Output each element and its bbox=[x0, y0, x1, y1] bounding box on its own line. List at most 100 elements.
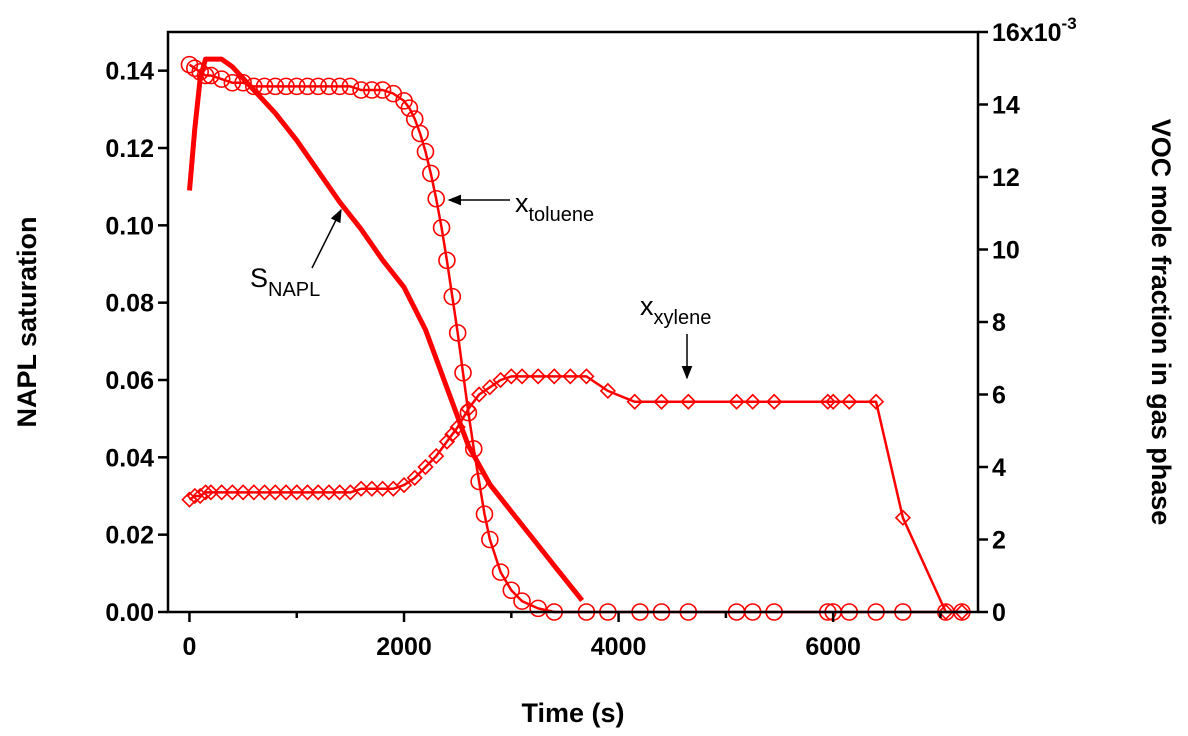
diamond-marker bbox=[444, 426, 461, 443]
circle-marker bbox=[481, 530, 499, 549]
series-line bbox=[188, 375, 962, 614]
diamond-marker bbox=[438, 433, 456, 450]
y-tick-label: 0.08 bbox=[105, 290, 154, 318]
series-label: SNAPL bbox=[250, 263, 320, 301]
circle-marker bbox=[196, 66, 215, 85]
circle-marker bbox=[363, 81, 381, 99]
diamond-marker bbox=[953, 603, 971, 621]
circle-marker bbox=[298, 77, 317, 96]
y2-tick-label: 14 bbox=[992, 92, 1020, 120]
circle-marker bbox=[309, 77, 327, 96]
x-tick-label: 0 bbox=[183, 633, 197, 661]
y2-tick-label: 4 bbox=[992, 454, 1006, 482]
diamond-marker bbox=[546, 368, 563, 385]
y2-tick-label: 10 bbox=[992, 237, 1020, 265]
diamond-marker bbox=[299, 484, 316, 501]
y-tick-label: 0.10 bbox=[105, 212, 154, 240]
y-tick-label: 0.02 bbox=[105, 522, 154, 550]
diamond-marker bbox=[937, 603, 954, 621]
circle-marker bbox=[400, 99, 419, 117]
series-line bbox=[188, 63, 962, 614]
circle-marker bbox=[320, 77, 338, 96]
annotation-arrow bbox=[311, 208, 342, 269]
series-label-name: S bbox=[250, 263, 268, 293]
diamond-marker bbox=[680, 393, 697, 410]
circle-marker bbox=[330, 77, 349, 96]
diamond-marker bbox=[530, 368, 547, 385]
diamond-marker bbox=[653, 393, 670, 410]
series-label: xtoluene bbox=[515, 188, 594, 226]
series-label-name: x bbox=[640, 291, 654, 321]
circle-marker bbox=[427, 189, 446, 208]
circle-marker bbox=[475, 505, 494, 523]
y2-tick-label: 16x10-3 bbox=[992, 14, 1077, 47]
circle-marker bbox=[234, 73, 252, 92]
diamond-marker bbox=[449, 418, 466, 436]
diamond-marker bbox=[428, 447, 445, 465]
circle-marker bbox=[223, 73, 242, 92]
x-tick-label: 6000 bbox=[805, 633, 861, 661]
circle-marker bbox=[464, 440, 483, 458]
diamond-marker bbox=[245, 484, 262, 501]
diamond-marker bbox=[460, 400, 477, 418]
circle-marker bbox=[180, 55, 199, 74]
y2-tick-label: 12 bbox=[992, 164, 1020, 192]
diamond-marker bbox=[744, 393, 761, 410]
diamond-marker bbox=[202, 484, 220, 501]
diamond-marker bbox=[406, 469, 423, 487]
circle-marker bbox=[502, 581, 521, 600]
circle-marker bbox=[212, 70, 231, 88]
circle-marker bbox=[422, 164, 440, 183]
diamond-marker bbox=[841, 393, 858, 410]
diamond-marker bbox=[395, 476, 413, 494]
diamond-marker bbox=[352, 480, 370, 497]
circle-marker bbox=[529, 599, 547, 618]
circle-marker bbox=[277, 77, 295, 96]
circle-marker bbox=[352, 81, 370, 99]
diamond-marker bbox=[626, 393, 643, 410]
diamond-marker bbox=[562, 368, 579, 385]
y-tick-label: 0.12 bbox=[105, 135, 154, 163]
diamond-marker bbox=[470, 386, 488, 403]
diamond-marker bbox=[728, 393, 745, 410]
diamond-marker bbox=[310, 484, 327, 501]
diamond-marker bbox=[256, 484, 273, 501]
diamond-marker bbox=[867, 393, 885, 410]
circle-marker bbox=[202, 66, 220, 85]
circle-marker bbox=[459, 403, 478, 422]
y-tick-label: 0.04 bbox=[105, 444, 154, 472]
y2-exponent: -3 bbox=[1062, 14, 1077, 33]
circle-marker bbox=[245, 77, 263, 96]
diamond-marker bbox=[234, 484, 252, 501]
diamond-marker bbox=[213, 484, 230, 501]
y2-tick-label: 8 bbox=[992, 309, 1006, 337]
circle-marker bbox=[443, 287, 462, 306]
circle-marker bbox=[470, 472, 488, 491]
x-tick-label: 4000 bbox=[591, 633, 647, 661]
series-label-sub: xylene bbox=[654, 307, 712, 329]
y-tick-label: 0.06 bbox=[105, 367, 154, 395]
x-tick-label: 2000 bbox=[376, 633, 432, 661]
plot-frame bbox=[166, 30, 980, 614]
diamond-marker bbox=[513, 368, 531, 385]
y2-tick-label: 0 bbox=[992, 599, 1006, 627]
circle-marker bbox=[438, 251, 456, 270]
plot-area bbox=[180, 55, 971, 621]
y2-axis-label: VOC mole fraction in gas phase bbox=[1146, 119, 1176, 526]
circle-marker bbox=[416, 142, 435, 161]
circle-marker bbox=[448, 324, 467, 342]
series-label-sub: NAPL bbox=[268, 279, 320, 301]
diamond-marker bbox=[363, 480, 380, 497]
series-label: xxylene bbox=[640, 291, 711, 329]
circle-marker bbox=[491, 563, 510, 581]
diamond-marker bbox=[417, 458, 434, 476]
circle-marker bbox=[266, 77, 285, 96]
circle-marker bbox=[432, 218, 451, 237]
circle-marker bbox=[341, 77, 360, 96]
diamond-marker bbox=[331, 484, 348, 501]
y2-tick-label: 6 bbox=[992, 382, 1006, 410]
circle-marker bbox=[411, 124, 429, 143]
circle-marker bbox=[454, 363, 472, 382]
diamond-marker bbox=[578, 368, 595, 385]
